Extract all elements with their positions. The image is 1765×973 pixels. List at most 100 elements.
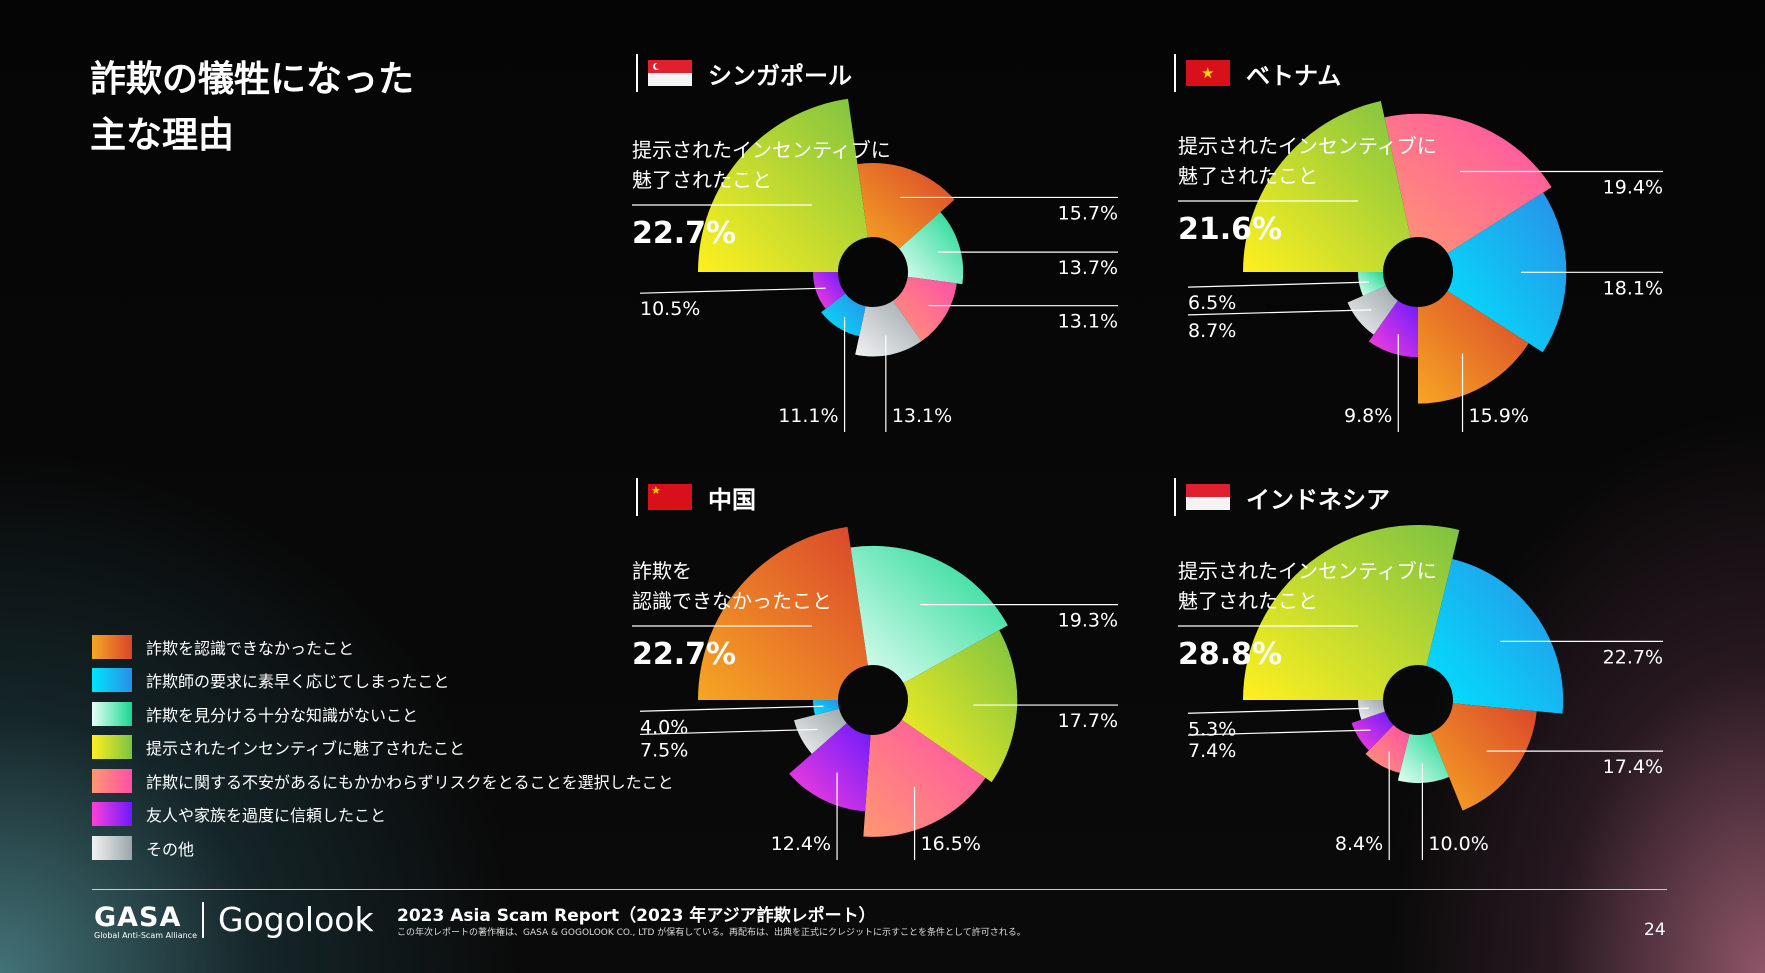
pie-slice [1418, 290, 1529, 404]
slice-value-label: 10.0% [1428, 833, 1488, 855]
pie-slice [1447, 192, 1567, 353]
legend-item: 友人や家族を過度に信頼したこと [92, 798, 674, 832]
flag-indonesia-icon [1186, 484, 1230, 510]
highlight-reason: 魅了されたこと [1178, 164, 1318, 188]
legend-item: 詐欺に関する不安があるにもかかわらずリスクをとることを選択したこと [92, 764, 674, 798]
gasa-logo: GASA [94, 902, 182, 933]
pie-slice [821, 293, 866, 337]
pie-slice [698, 98, 869, 272]
legend-swatch [92, 802, 132, 827]
country-name: シンガポール [708, 61, 852, 90]
legend-label: 詐欺師の要求に素早く応じてしまったこと [146, 672, 450, 692]
legend-label: 詐欺に関する不安があるにもかかわらずリスクをとることを選択したこと [146, 772, 674, 792]
pie-slice [850, 545, 1008, 684]
logo-separator [202, 902, 204, 938]
header-bar [636, 478, 638, 516]
legend-swatch [92, 701, 132, 726]
pie-slice [1351, 711, 1394, 751]
slice-value-label: 8.7% [1188, 320, 1236, 342]
pie-slice [789, 723, 871, 812]
pie-slice [1368, 300, 1418, 358]
pie-slice [1397, 732, 1450, 783]
highlight-value: 22.7% [632, 637, 736, 672]
slice-value-label: 7.5% [640, 739, 688, 761]
highlight-reason: 詐欺を [632, 559, 692, 583]
slice-value-label: 13.1% [892, 405, 952, 427]
legend: 詐欺を認識できなかったこと 詐欺師の要求に素早く応じてしまったこと 詐欺を見分け… [92, 630, 674, 865]
page-title-line-2: 主な理由 [90, 115, 235, 156]
legend-label: 詐欺を認識できなかったこと [146, 638, 355, 658]
slice-value-label: 4.0% [640, 716, 688, 738]
highlight-reason: 魅了されたこと [1178, 589, 1318, 613]
slice-value-label: 6.5% [1188, 292, 1236, 314]
slice-value-label: 18.1% [1603, 277, 1663, 299]
slice-value-label: 11.1% [778, 405, 838, 427]
header-bar [1174, 478, 1176, 516]
pie-slice [794, 708, 847, 754]
pie-slice [1243, 100, 1411, 272]
leader-line [1187, 309, 1372, 316]
copyright-note: この年次レポートの著作権は、GASA & GOGOLOOK CO., LTD が… [397, 928, 1026, 938]
legend-label: その他 [146, 839, 195, 859]
pie-slice [857, 162, 955, 249]
slice-value-label: 12.4% [771, 833, 831, 855]
pie-slice [813, 272, 846, 309]
slice-value-label: 19.4% [1603, 176, 1663, 198]
legend-item: 詐欺師の要求に素早く応じてしまったこと [92, 664, 674, 698]
pie-slice [813, 700, 840, 715]
legend-label: 友人や家族を過度に信頼したこと [146, 806, 387, 826]
flag-china-icon: ★ [648, 484, 692, 510]
slice-value-label: 15.7% [1058, 202, 1118, 224]
pie-slice [1384, 113, 1552, 254]
slice-value-label: 5.3% [1188, 718, 1236, 740]
legend-swatch [92, 735, 132, 760]
legend-label: 提示されたインセンティブに魅了されたこと [146, 739, 466, 759]
gogolook-logo: Gogolook [218, 900, 374, 939]
country-name: 中国 [708, 485, 756, 514]
footer-divider [92, 889, 1667, 890]
legend-item: 詐欺を見分ける十分な知識がないこと [92, 697, 674, 731]
slice-value-label: 17.4% [1603, 756, 1663, 778]
gasa-logo-subtitle: Global Anti-Scam Alliance [94, 931, 197, 940]
pie-slice [1347, 285, 1398, 335]
slice-value-label: 10.5% [640, 298, 700, 320]
pie-slice [899, 212, 964, 285]
pie-slice [1358, 700, 1385, 720]
highlight-reason: 提示されたインセンティブに [1178, 559, 1437, 583]
pie-slice [698, 526, 868, 700]
slice-value-label: 9.8% [1344, 405, 1392, 427]
slice-value-label: 13.1% [1058, 311, 1118, 333]
flag-vietnam-icon: ★ [1186, 60, 1230, 86]
leader-line [639, 728, 818, 736]
slice-value-label: 16.5% [921, 833, 981, 855]
panel-header-indonesia: インドネシア [1174, 478, 1390, 516]
pie-slice [1365, 725, 1410, 773]
legend-swatch [92, 835, 132, 860]
slice-value-label: 15.9% [1469, 405, 1529, 427]
page-title: 詐欺の犠牲になった 主な理由 [90, 52, 414, 164]
slice-value-label: 22.7% [1603, 646, 1663, 668]
panel-header-singapore: シンガポール [636, 54, 852, 92]
highlight-value: 28.8% [1178, 637, 1282, 672]
highlight-value: 21.6% [1178, 212, 1282, 247]
leader-line [1187, 707, 1369, 714]
legend-label: 詐欺を見分ける十分な知識がないこと [146, 705, 419, 725]
highlight-reason: 提示されたインセンティブに [1178, 134, 1437, 158]
panel-header-china: ★ 中国 [636, 478, 756, 516]
slice-value-label: 8.4% [1335, 833, 1383, 855]
country-name: インドネシア [1246, 485, 1390, 514]
panel-header-vietnam: ★ ベトナム [1174, 54, 1341, 92]
country-name: ベトナム [1246, 61, 1342, 90]
leader-line [639, 705, 824, 712]
leader-line [639, 287, 826, 294]
slice-value-label: 7.4% [1188, 740, 1236, 762]
pie-slice [1243, 524, 1460, 700]
leader-line [1187, 281, 1370, 288]
slice-value-label: 17.7% [1058, 710, 1118, 732]
legend-swatch [92, 668, 132, 693]
legend-item: 詐欺を認識できなかったこと [92, 630, 674, 664]
highlight-value: 22.7% [632, 216, 736, 251]
pie-slice [855, 300, 922, 357]
page-number: 24 [1644, 920, 1666, 940]
